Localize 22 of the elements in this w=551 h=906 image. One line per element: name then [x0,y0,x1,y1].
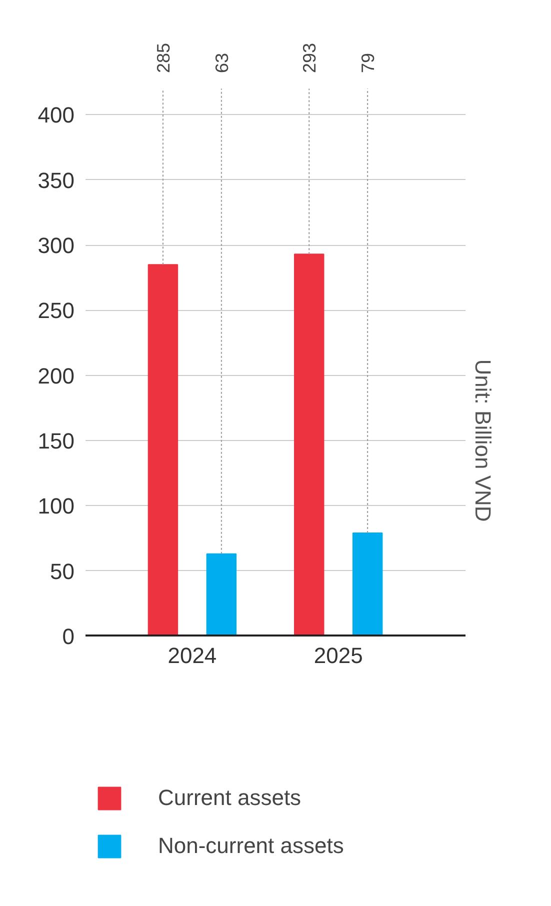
bar [294,254,324,636]
y-tick-label: 100 [38,494,75,519]
legend-label: Non-current assets [158,833,344,859]
data-label: 63 [212,53,232,74]
y-tick-label: 300 [38,233,75,258]
y-tick-label: 250 [38,298,75,324]
data-label: 79 [358,53,378,74]
data-label: 285 [153,43,174,74]
bar [148,264,178,636]
y2-axis-title: Unit: Billion VND [470,359,496,522]
bar [352,532,383,636]
x-tick-label: 2025 [314,642,363,668]
data-label: 293 [300,43,320,74]
x-tick-label: 2024 [168,642,217,668]
y-tick-label: 50 [50,558,75,584]
y-tick-label: 350 [38,168,75,193]
y-tick-label: 150 [38,428,75,454]
legend-label: Current assets [158,785,302,811]
y-tick-label: 200 [38,363,75,388]
y-tick-label: 0 [62,624,75,649]
bar [206,553,237,636]
y-tick-label: 400 [38,102,75,128]
